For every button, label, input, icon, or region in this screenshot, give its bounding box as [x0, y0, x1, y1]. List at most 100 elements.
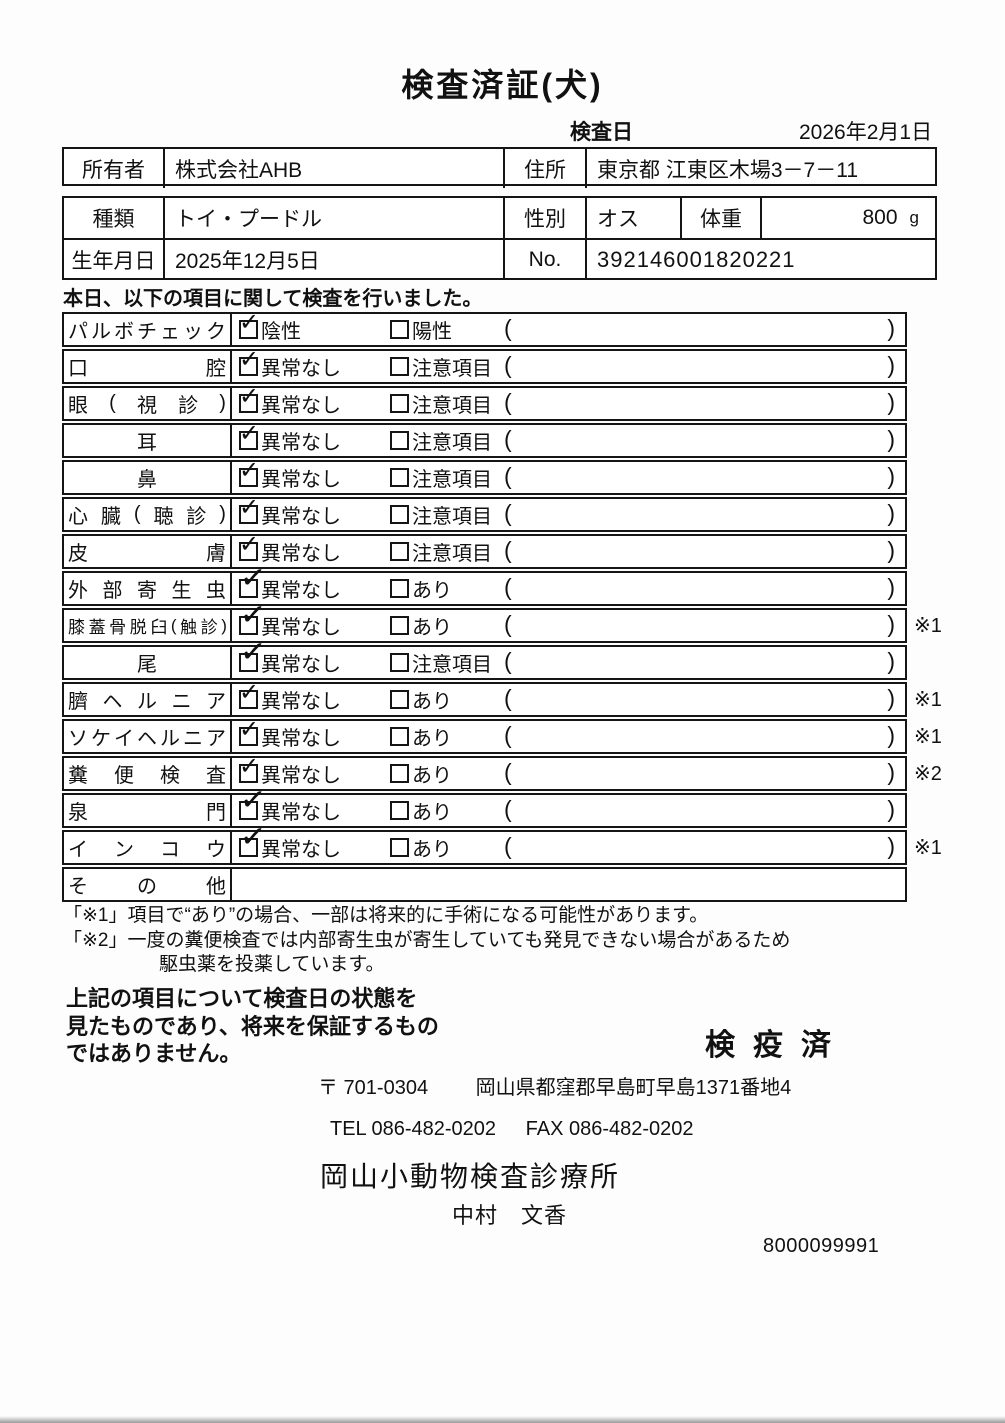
checkbox-option-unchecked: あり: [390, 795, 452, 826]
checkbox-option-checked: ✓ 異常なし: [239, 459, 341, 493]
row-label: 外部寄生虫: [64, 573, 232, 604]
checkbox-option-checked: ✓ 異常なし: [239, 348, 341, 382]
option-label: 異常なし: [261, 469, 341, 491]
option-label: 異常なし: [261, 728, 341, 750]
birth-value: 2025年12月5日: [165, 240, 505, 280]
check-mark-icon: ✓: [238, 595, 268, 634]
disclaimer-line: 見たものであり、将来を保証するもの: [66, 1013, 439, 1039]
weight-label: 体重: [682, 198, 762, 238]
document-title: 検査済証(犬): [401, 67, 604, 103]
remark-paren-close: ): [887, 315, 895, 341]
option-label: 陰性: [261, 321, 301, 343]
remark-paren-open: (: [504, 315, 512, 341]
checkbox-option-unchecked: あり: [390, 721, 452, 752]
row-label: 口腔: [64, 351, 232, 382]
option-label: 異常なし: [261, 358, 341, 380]
option-label: 注意項目: [412, 543, 492, 565]
checkbox-icon: ✓: [239, 755, 259, 783]
check-mark-icon: ✓: [238, 632, 268, 671]
no-label: No.: [505, 240, 587, 280]
remark-paren-close: ): [887, 685, 895, 711]
remark-paren-open: (: [504, 352, 512, 378]
remark-paren-close: ): [887, 759, 895, 785]
row-label: 心臓(聴診): [64, 499, 232, 530]
option-label: 異常なし: [261, 839, 341, 861]
row-label: インコウ: [64, 832, 232, 863]
veterinarian-name: 中村 文香: [452, 1203, 568, 1228]
checkbox-icon: [390, 764, 409, 783]
row-label: 臍ヘルニア: [64, 684, 232, 715]
remark-paren-close: ): [887, 648, 895, 674]
option-label: あり: [412, 728, 452, 750]
remark-paren-close: ): [887, 796, 895, 822]
option-label: あり: [412, 580, 452, 602]
checkbox-icon: ✓: [239, 459, 259, 487]
checkbox-icon: [390, 320, 409, 339]
checkbox-option-unchecked: 注意項目: [390, 499, 492, 530]
option-label: 注意項目: [412, 395, 492, 417]
checkbox-option-checked: ✓ 異常なし: [239, 718, 341, 752]
checkbox-icon: [390, 801, 409, 820]
checkbox-icon: ✓: [239, 348, 259, 376]
row-label: パルボチェック: [64, 314, 232, 345]
checkbox-icon: [390, 468, 409, 487]
checkbox-option-checked: ✓ 異常なし: [238, 559, 341, 604]
check-mark-icon: ✓: [239, 679, 260, 706]
footnotes: 「※1」項目で“あり”の場合、一部は将来的に手術になる可能性があります。 「※2」…: [63, 904, 790, 978]
clinic-name: 岡山小動物検査診療所: [320, 1161, 621, 1192]
option-label: 異常なし: [261, 802, 341, 824]
disclaimer: 上記の項目について検査日の状態を 見たものであり、将来を保証するもの ではありません…: [66, 985, 439, 1068]
checkbox-option-checked: ✓ 異常なし: [239, 755, 341, 789]
remark-paren-open: (: [504, 833, 512, 859]
remark-paren-open: (: [504, 796, 512, 822]
row-label: 糞便検査: [64, 758, 232, 789]
checkbox-option-unchecked: 注意項目: [390, 425, 492, 456]
footnotes-line: 駆虫薬を投薬しています。: [159, 954, 385, 975]
inspection-date-label: 検査日: [570, 121, 633, 144]
footnote-mark: ※1: [914, 726, 942, 748]
remark-paren-open: (: [504, 537, 512, 563]
checklist-row: 外部寄生虫 ✓ 異常なし あり (): [62, 559, 907, 606]
row-label: ソケイヘルニア: [64, 721, 232, 752]
checklist-row: 耳 ✓ 異常なし 注意項目 (): [62, 422, 907, 458]
checkbox-option-checked: ✓ 異常なし: [238, 633, 341, 678]
checkbox-option-unchecked: 注意項目: [390, 462, 492, 493]
checkbox-option-checked: ✓ 異常なし: [239, 681, 341, 715]
checklist-row: 膝蓋骨脱臼(触診) ✓ 異常なし あり () ※1: [62, 596, 942, 643]
serial-number: 8000099991: [763, 1235, 880, 1257]
row-label: 眼(視診): [64, 388, 232, 419]
checkbox-option-checked: ✓ 異常なし: [238, 818, 341, 863]
checkbox-icon: [390, 542, 409, 561]
row-label: 膝蓋骨脱臼(触診): [64, 610, 232, 641]
option-label: あり: [412, 839, 452, 861]
option-label: 異常なし: [261, 395, 341, 417]
checkbox-option-checked: ✓ 異常なし: [238, 596, 341, 641]
checkbox-option-unchecked: あり: [390, 610, 452, 641]
checklist-row: その他: [62, 867, 907, 902]
option-label: 注意項目: [412, 654, 492, 676]
checkbox-icon: ✓: [239, 311, 259, 339]
clinic-fax: FAX 086-482-0202: [525, 1118, 694, 1140]
remark-paren-close: ): [887, 574, 895, 600]
option-label: 注意項目: [412, 469, 492, 491]
checklist-table: パルボチェック ✓ 陰性 陽性() 口腔 ✓ 異常なし 注意項目() 眼(視診) ✓ 異常なし 注意項…: [62, 311, 1002, 904]
footnote-mark: ※1: [914, 837, 942, 859]
postal-code: 〒 701-0304: [318, 1077, 429, 1099]
check-mark-icon: ✓: [238, 817, 268, 856]
quarantine-stamp: 検疫済: [705, 1029, 849, 1062]
row-label: 泉門: [64, 795, 232, 826]
checkbox-icon: ✓: [238, 781, 268, 820]
pet-table: 種類 トイ・プードル 性別 オス 体重 800 g 生年月日 2025年12月5…: [62, 196, 937, 280]
breed-label: 種類: [64, 198, 165, 238]
check-mark-icon: ✓: [239, 309, 260, 336]
check-mark-icon: ✓: [239, 753, 260, 780]
checkbox-icon: ✓: [239, 681, 259, 709]
scan-edge-artifact: [0, 1416, 1005, 1423]
check-mark-icon: ✓: [239, 531, 260, 558]
owner-table: 所有者 株式会社AHB 住所 東京都 江東区木場3－7－11: [62, 147, 937, 188]
checklist-row: 泉門 ✓ 異常なし あり (): [62, 781, 907, 828]
option-label: 異常なし: [261, 765, 341, 787]
checkbox-option-unchecked: あり: [390, 573, 452, 604]
option-label: 異常なし: [261, 654, 341, 676]
sex-label: 性別: [505, 198, 587, 238]
